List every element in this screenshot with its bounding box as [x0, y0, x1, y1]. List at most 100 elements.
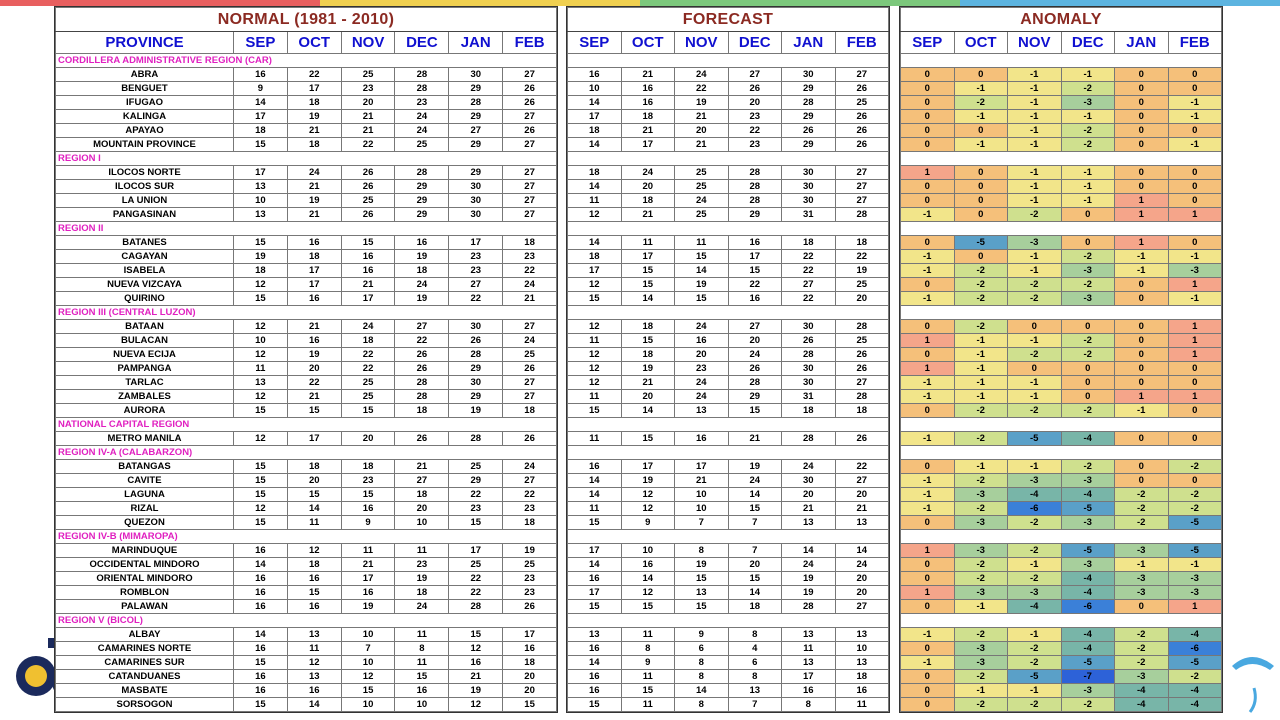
forecast-value-cell: 26	[834, 123, 889, 138]
forecast-value-cell: 17	[781, 669, 836, 684]
forecast-value-cell: 14	[567, 95, 622, 110]
normal-value-cell: 13	[233, 375, 288, 390]
anomaly-value-cell: 0	[900, 669, 955, 684]
anomaly-table-row: 0 0 -1 -1 0 0	[900, 67, 1222, 82]
normal-value-cell: 10	[394, 697, 450, 712]
forecast-table-row: 15 14 15 16 22 20	[567, 291, 889, 306]
forecast-value-cell: 15	[620, 431, 675, 446]
normal-value-cell: 18	[286, 459, 342, 474]
forecast-value-cell: 19	[781, 585, 836, 600]
forecast-region-row	[567, 221, 889, 236]
province-name: ORIENTAL MINDORO	[55, 571, 234, 586]
forecast-month-header: SEP	[567, 31, 622, 54]
anomaly-value-cell: 0	[1114, 137, 1169, 152]
forecast-value-cell: 21	[620, 375, 675, 390]
forecast-value-cell: 15	[567, 697, 622, 712]
forecast-table-row: 12 15 19 22 27 25	[567, 277, 889, 292]
normal-value-cell: 23	[448, 501, 504, 516]
normal-value-cell: 26	[340, 165, 396, 180]
province-name: ALBAY	[55, 627, 234, 642]
forecast-value-cell: 28	[727, 165, 782, 180]
anomaly-value-cell: 0	[900, 571, 955, 586]
anomaly-value-cell: 0	[900, 95, 955, 110]
normal-value-cell: 10	[394, 515, 450, 530]
anomaly-value-cell: 0	[900, 319, 955, 334]
forecast-value-cell: 14	[567, 557, 622, 572]
normal-value-cell: 24	[502, 459, 557, 474]
forecast-value-cell: 16	[567, 669, 622, 684]
anomaly-value-cell: 0	[953, 67, 1008, 82]
forecast-value-cell: 25	[674, 207, 729, 222]
anomaly-value-cell: 0	[1114, 333, 1169, 348]
forecast-value-cell: 20	[834, 487, 889, 502]
anomaly-value-cell: -1	[900, 487, 955, 502]
normal-value-cell: 30	[448, 179, 504, 194]
forecast-value-cell: 23	[727, 109, 782, 124]
forecast-value-cell: 11	[781, 641, 836, 656]
anomaly-value-cell: 0	[900, 557, 955, 572]
normal-value-cell: 12	[233, 347, 288, 362]
normal-value-cell: 11	[286, 515, 342, 530]
anomaly-value-cell: -3	[1114, 669, 1169, 684]
forecast-value-cell: 15	[674, 249, 729, 264]
normal-value-cell: 29	[448, 361, 504, 376]
province-name: ILOCOS NORTE	[55, 165, 234, 180]
anomaly-value-cell: -2	[1114, 501, 1169, 516]
forecast-value-cell: 25	[834, 277, 889, 292]
normal-value-cell: 28	[448, 431, 504, 446]
normal-month-header: SEP	[233, 31, 288, 54]
anomaly-table-row: -1 -2 -3 -3 0 0	[900, 473, 1222, 488]
forecast-value-cell: 20	[674, 123, 729, 138]
anomaly-table-row: -1 -2 -5 -4 0 0	[900, 431, 1222, 446]
normal-value-cell: 20	[340, 95, 396, 110]
forecast-value-cell: 29	[727, 207, 782, 222]
forecast-table-row: 12 21 25 29 31 28	[567, 207, 889, 222]
anomaly-value-cell: -3	[1060, 557, 1115, 572]
forecast-value-cell: 10	[567, 81, 622, 96]
normal-table-row: ABRA 16 22 25 28 30 27	[55, 67, 557, 82]
anomaly-value-cell: -2	[1007, 543, 1062, 558]
normal-value-cell: 24	[394, 109, 450, 124]
normal-value-cell: 7	[340, 641, 396, 656]
forecast-value-cell: 30	[781, 67, 836, 82]
anomaly-value-cell: 0	[1007, 361, 1062, 376]
anomaly-value-cell: 0	[1114, 95, 1169, 110]
anomaly-value-cell: -2	[953, 291, 1008, 306]
anomaly-value-cell: -3	[1060, 263, 1115, 278]
anomaly-value-cell: -2	[1114, 487, 1169, 502]
forecast-value-cell: 24	[674, 319, 729, 334]
normal-table-row: OCCIDENTAL MINDORO 14 18 21 23 25 25	[55, 557, 557, 572]
forecast-value-cell: 29	[781, 109, 836, 124]
anomaly-value-cell: 0	[1060, 375, 1115, 390]
normal-value-cell: 20	[286, 473, 342, 488]
forecast-value-cell: 28	[834, 389, 889, 404]
forecast-value-cell: 4	[727, 641, 782, 656]
forecast-value-cell: 6	[727, 655, 782, 670]
forecast-value-cell: 20	[620, 389, 675, 404]
normal-value-cell: 12	[448, 641, 504, 656]
normal-value-cell: 14	[286, 697, 342, 712]
anomaly-value-cell: -1	[1007, 193, 1062, 208]
normal-value-cell: 25	[340, 193, 396, 208]
forecast-value-cell: 8	[620, 641, 675, 656]
anomaly-region-row	[900, 613, 1222, 628]
forecast-region-row	[567, 53, 889, 68]
normal-table-row: CAVITE 15 20 23 27 29 27	[55, 473, 557, 488]
forecast-value-cell: 8	[727, 669, 782, 684]
normal-value-cell: 29	[394, 207, 450, 222]
normal-value-cell: 17	[233, 109, 288, 124]
forecast-value-cell: 15	[674, 571, 729, 586]
anomaly-value-cell: 0	[900, 179, 955, 194]
anomaly-value-cell: -4	[1167, 697, 1222, 712]
normal-value-cell: 23	[340, 81, 396, 96]
normal-table-row: APAYAO 18 21 21 24 27 26	[55, 123, 557, 138]
forecast-month-header: DEC	[727, 31, 782, 54]
anomaly-table-row: -1 -3 -4 -4 -2 -2	[900, 487, 1222, 502]
anomaly-value-cell: 0	[900, 67, 955, 82]
top-color-bar	[0, 0, 1280, 6]
forecast-value-cell: 27	[727, 319, 782, 334]
anomaly-value-cell: -4	[1114, 683, 1169, 698]
anomaly-table-row: 1 -1 -1 -2 0 1	[900, 333, 1222, 348]
anomaly-value-cell: 0	[1167, 361, 1222, 376]
province-name: CAGAYAN	[55, 249, 234, 264]
